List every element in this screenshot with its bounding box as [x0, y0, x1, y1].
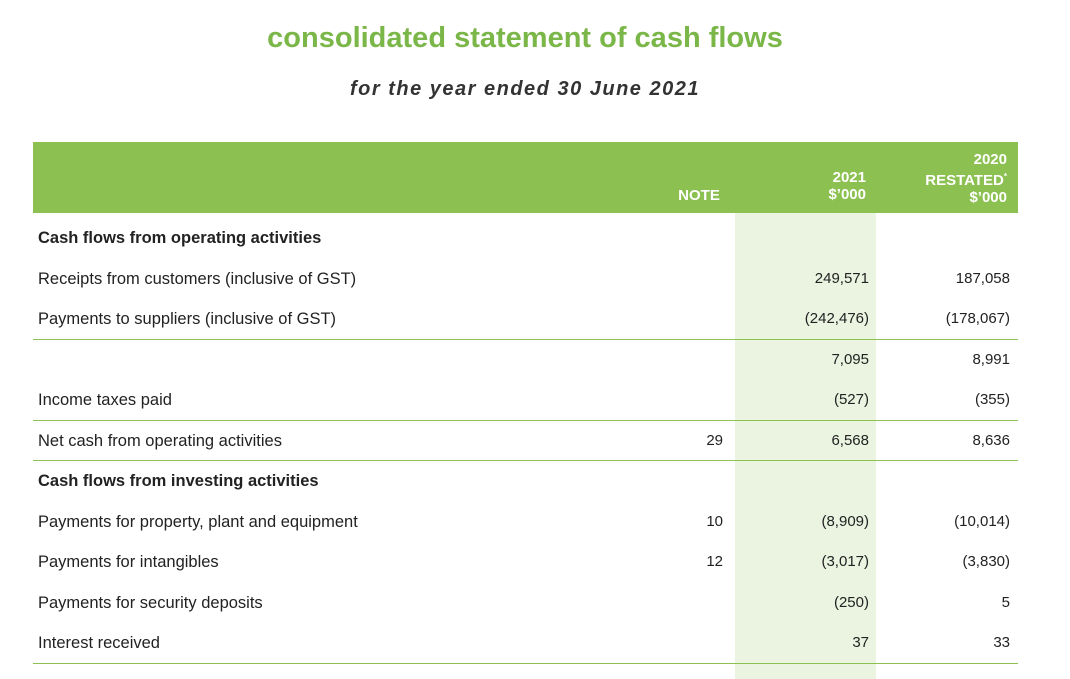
prior-value: (355): [974, 391, 1010, 408]
current-header: 2021 $’000: [828, 169, 866, 203]
note-ref: 12: [706, 553, 723, 570]
table-row: 7,095 8,991: [33, 340, 1018, 381]
current-value: 37: [852, 634, 869, 651]
table-row: Income taxes paid (527) (355): [33, 380, 1018, 421]
prior-value: (3,830): [962, 553, 1010, 570]
row-label: Cash flows from operating activities: [38, 229, 322, 247]
row-label: Income taxes paid: [38, 391, 172, 409]
prior-value: 8,636: [972, 431, 1010, 449]
table-row: Net cash from operating activities 29 6,56…: [33, 421, 1018, 461]
table-row: Receipts from customers (inclusive of GS…: [33, 259, 1018, 300]
prior-header: 2020 RESTATED* $’000: [925, 151, 1007, 206]
section-row: Cash flows from operating activities: [33, 218, 1018, 259]
prior-value: (10,014): [954, 512, 1010, 530]
table-row: Payments to suppliers (inclusive of GST)…: [33, 299, 1018, 340]
current-value: 6,568: [831, 431, 869, 449]
row-label: Payments for security deposits: [38, 593, 263, 612]
current-value: 249,571: [814, 269, 869, 287]
current-value: (250): [833, 593, 869, 611]
header-line: $’000: [969, 189, 1007, 206]
row-label: Receipts from customers (inclusive of GS…: [38, 269, 357, 288]
current-value: (242,476): [804, 310, 869, 327]
header-line: $’000: [828, 186, 866, 203]
current-column-shade: [735, 213, 876, 679]
prior-value: 187,058: [955, 269, 1010, 287]
row-label: Payments to suppliers (inclusive of GST): [38, 310, 337, 328]
row-label: Payments for intangibles: [38, 553, 219, 571]
table-row: Payments for intangibles 12 (3,017) (3,830): [33, 542, 1018, 583]
subtitle: for the year ended 30 June 2021: [350, 78, 700, 100]
current-value: 7,095: [831, 350, 869, 368]
prior-value: 33: [993, 634, 1010, 651]
header-line: 2021: [832, 169, 866, 186]
current-value: (527): [833, 391, 869, 408]
footnote-mark: *: [1003, 172, 1007, 181]
table-row: Payments for security deposits (250) 5: [33, 583, 1018, 624]
prior-value: 5: [1001, 593, 1010, 611]
prior-value: (178,067): [945, 310, 1010, 327]
prior-value: 8,991: [972, 350, 1010, 368]
note-ref: 10: [706, 512, 723, 530]
row-label: Interest received: [38, 634, 160, 652]
row-label: Net cash from operating activities: [38, 431, 282, 450]
header-line: 2020: [973, 151, 1007, 168]
current-value: (3,017): [821, 553, 869, 570]
title: consolidated statement of cash flows: [267, 22, 783, 54]
row-label: Cash flows from investing activities: [38, 472, 319, 490]
row-label: Payments for property, plant and equipme…: [38, 512, 358, 531]
note-ref: 29: [706, 431, 723, 449]
current-value: (8,909): [821, 512, 869, 530]
note-header: NOTE: [678, 187, 720, 204]
table-header: NOTE 2021 $’000 2020 RESTATED* $’000: [33, 142, 1018, 213]
table-row: Payments for property, plant and equipme…: [33, 502, 1018, 543]
header-line: RESTATED*: [925, 168, 1007, 189]
header-text: RESTATED: [925, 172, 1004, 189]
table-row: Interest received 37 33: [33, 623, 1018, 664]
section-row: Cash flows from investing activities: [33, 461, 1018, 502]
